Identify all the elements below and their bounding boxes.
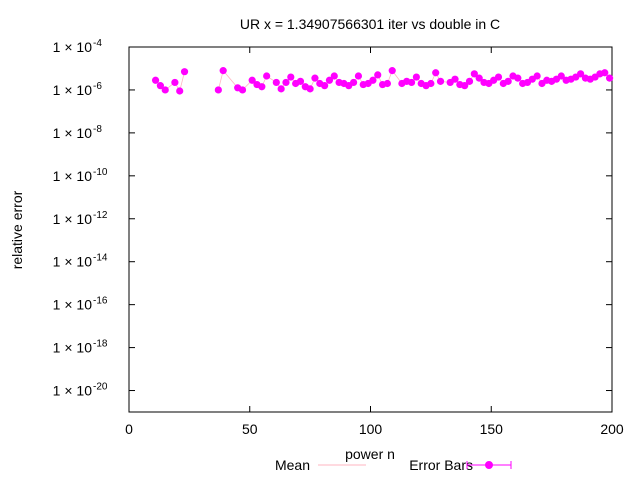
- data-point: [248, 76, 256, 84]
- y-tick-label-exponent: -16: [93, 296, 108, 307]
- y-tick-label-exponent: -18: [93, 339, 108, 350]
- data-point: [533, 72, 541, 80]
- data-point: [369, 76, 377, 84]
- y-tick-label-exponent: -8: [93, 124, 102, 135]
- data-point: [432, 69, 440, 77]
- data-point: [349, 78, 358, 87]
- data-point: [514, 74, 522, 82]
- data-point: [282, 78, 290, 87]
- data-point: [427, 79, 435, 88]
- y-tick-label: 1 × 10: [53, 82, 93, 98]
- data-point: [321, 82, 329, 90]
- data-point: [383, 79, 392, 88]
- x-axis: 0 50 100 150 200: [125, 47, 624, 437]
- data-point: [156, 82, 164, 90]
- data-point: [272, 78, 280, 87]
- data-point: [171, 78, 179, 87]
- data-point: [354, 72, 363, 80]
- x-axis-label: power n: [345, 446, 395, 462]
- y-tick-label-exponent: -6: [93, 81, 102, 92]
- data-point: [238, 86, 247, 94]
- data-point: [287, 73, 295, 81]
- y-tick-label: 1 × 10: [53, 211, 93, 227]
- data-point: [601, 69, 609, 77]
- data-point: [475, 74, 483, 82]
- legend: Mean Error Bars: [275, 457, 512, 473]
- data-point: [306, 85, 314, 93]
- data-point: [214, 86, 222, 94]
- data-point: [330, 72, 338, 80]
- legend-errorbar-sample: [466, 461, 512, 469]
- data-point: [605, 74, 614, 82]
- y-axis-label: relative error: [9, 190, 25, 269]
- y-tick-label-exponent: -20: [93, 382, 108, 393]
- data-point: [436, 77, 445, 85]
- x-tick-label: 0: [125, 421, 133, 437]
- data-point: [504, 77, 512, 85]
- x-tick-label: 50: [242, 421, 258, 437]
- data-point: [388, 67, 396, 75]
- y-tick-label-exponent: -10: [93, 167, 108, 178]
- data-point: [374, 71, 382, 79]
- data-point: [325, 76, 334, 84]
- data-point: [451, 75, 459, 83]
- y-tick-label: 1 × 10: [53, 125, 93, 141]
- data-point: [180, 68, 189, 76]
- data-point: [577, 70, 585, 78]
- data-point: [263, 72, 271, 80]
- data-point: [161, 86, 169, 94]
- y-tick-label: 1 × 10: [53, 39, 93, 55]
- x-tick-label: 100: [359, 421, 383, 437]
- y-tick-label-exponent: -12: [93, 210, 108, 221]
- chart-title: UR x = 1.34907566301 iter vs double in C: [240, 16, 500, 32]
- data-series-error-bars: [151, 67, 614, 95]
- data-point: [470, 70, 478, 78]
- data-point: [296, 77, 305, 85]
- y-tick-label-exponent: -14: [93, 253, 108, 264]
- y-tick-label: 1 × 10: [53, 168, 93, 184]
- data-point: [219, 67, 227, 75]
- data-point: [407, 78, 416, 87]
- data-point: [277, 85, 285, 93]
- x-tick-label: 150: [480, 421, 504, 437]
- legend-label-mean: Mean: [275, 457, 310, 473]
- data-point: [465, 77, 474, 85]
- y-tick-label-exponent: -4: [93, 38, 102, 49]
- y-axis: 1 × 10 -41 × 10 -61 × 10 -81 × 10 -101 × 10-…: [53, 38, 612, 399]
- data-point: [461, 82, 469, 90]
- y-tick-label: 1 × 10: [53, 297, 93, 313]
- plot-frame: [128, 46, 613, 413]
- data-point: [311, 74, 319, 82]
- data-point: [494, 73, 503, 81]
- y-tick-label: 1 × 10: [53, 383, 93, 399]
- legend-label-error-bars: Error Bars: [409, 457, 473, 473]
- data-point: [176, 87, 184, 95]
- data-point: [412, 73, 420, 81]
- data-point: [557, 72, 565, 80]
- y-tick-label: 1 × 10: [53, 254, 93, 270]
- y-tick-label: 1 × 10: [53, 340, 93, 356]
- data-point: [151, 76, 160, 84]
- data-point: [258, 83, 266, 91]
- x-tick-label: 200: [600, 421, 624, 437]
